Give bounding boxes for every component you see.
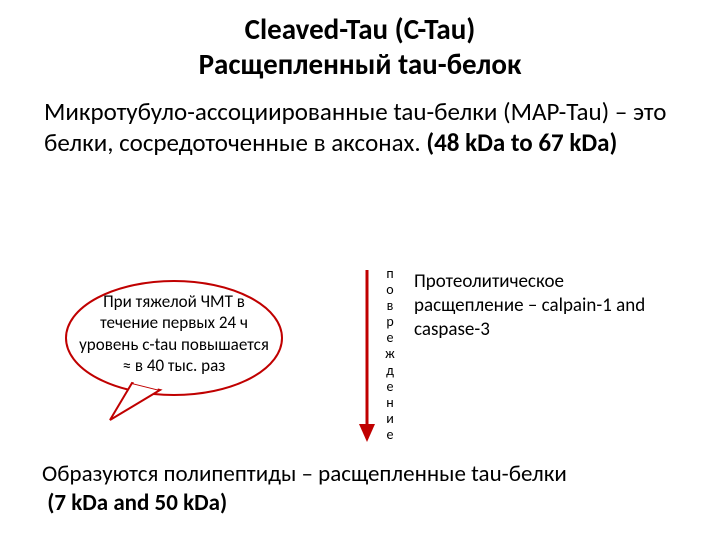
proteolysis-text: Протеолитическое расщепление – calpain-1…	[414, 270, 664, 341]
body-weight-range: (48 kDa to 67 kDa)	[426, 127, 617, 158]
bottom-text-part: Образуются полипептиды – расщепленные ta…	[42, 460, 567, 488]
vlabel-char: д	[383, 363, 397, 379]
vlabel-char: п	[383, 266, 397, 282]
vertical-label: п о в р е ж д е н и е	[383, 266, 397, 443]
speech-bubble-text: При тяжелой ЧМТ в течение первых 24 ч ур…	[74, 291, 274, 376]
vlabel-char: ж	[383, 346, 397, 362]
title-block: Cleaved-Tau (C-Tau) Расщепленный tau-бел…	[0, 12, 720, 82]
vlabel-char: р	[383, 314, 397, 330]
bottom-paragraph: Образуются полипептиды – расщепленные ta…	[42, 460, 682, 518]
down-arrow	[357, 268, 377, 444]
slide: Cleaved-Tau (C-Tau) Расщепленный tau-бел…	[0, 0, 720, 540]
vlabel-char: е	[383, 427, 397, 443]
vlabel-char: е	[383, 330, 397, 346]
vlabel-char: е	[383, 379, 397, 395]
title-line2: Расщепленный tau-белок	[0, 47, 720, 82]
vlabel-char: н	[383, 395, 397, 411]
body-paragraph: Микротубуло-ассоциированные tau-белки (M…	[44, 96, 684, 159]
speech-bubble-tail	[110, 383, 160, 420]
vlabel-char: о	[383, 282, 397, 298]
bottom-weight-range: (7 kDa and 50 kDa)	[47, 489, 227, 517]
arrow-head	[359, 424, 375, 442]
vlabel-char: в	[383, 298, 397, 314]
title-line1: Cleaved-Tau (C-Tau)	[0, 12, 720, 47]
vlabel-char: и	[383, 411, 397, 427]
